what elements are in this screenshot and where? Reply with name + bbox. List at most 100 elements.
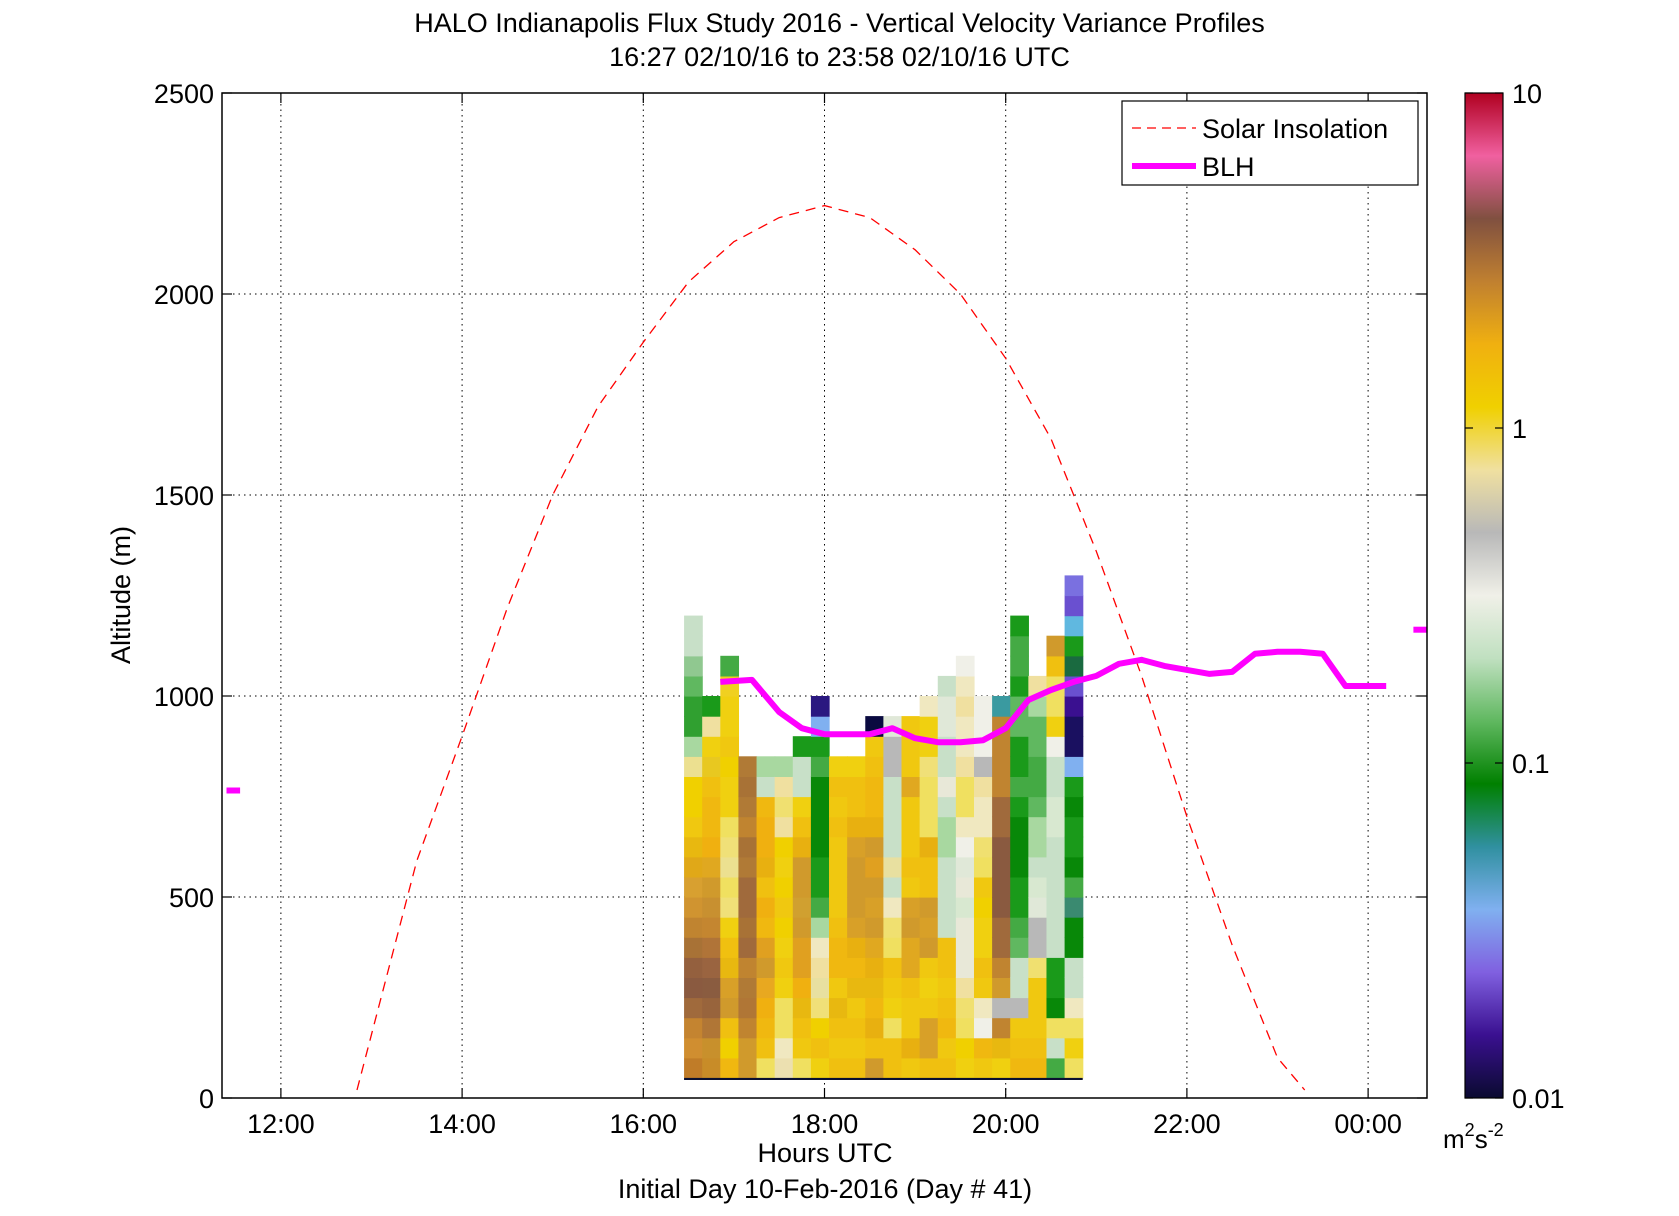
heatmap-cell: [702, 696, 721, 717]
heatmap-cell: [992, 776, 1011, 798]
heatmap-cell: [883, 977, 903, 999]
heatmap-cell: [829, 796, 848, 818]
heatmap-cell: [720, 736, 740, 757]
x-tick-label: 00:00: [1334, 1109, 1402, 1139]
heatmap-cell: [1010, 756, 1029, 777]
heatmap-cell: [829, 876, 848, 898]
heatmap-cell: [1064, 716, 1084, 737]
heatmap-cell: [1028, 977, 1048, 999]
heatmap-cell: [720, 977, 740, 999]
heatmap-cell: [847, 776, 866, 798]
heatmap-cell: [955, 796, 975, 818]
heatmap-cell: [847, 957, 866, 978]
heatmap-cell: [738, 876, 758, 898]
heatmap-cell: [847, 1017, 866, 1039]
heatmap-cell: [1010, 856, 1029, 878]
heatmap-cell: [973, 756, 993, 777]
heatmap-cell: [919, 1037, 939, 1059]
heatmap-cell: [774, 816, 794, 838]
heatmap-cell: [738, 897, 758, 918]
heatmap-cell: [1064, 836, 1084, 858]
heatmap-cell: [937, 997, 957, 1019]
heatmap-cell: [1028, 756, 1048, 777]
heatmap-cell: [738, 756, 758, 777]
heatmap-cell: [1064, 696, 1084, 717]
heatmap-cell: [792, 897, 812, 918]
heatmap-cell: [810, 977, 830, 999]
heatmap-cell: [1064, 1057, 1084, 1079]
heatmap-cell: [1028, 997, 1048, 1019]
heatmap-cell: [738, 1037, 758, 1059]
heatmap-cell: [901, 816, 921, 838]
heatmap-cell: [702, 736, 721, 757]
heatmap-cell: [810, 1057, 830, 1079]
heatmap-cell: [865, 1037, 884, 1059]
heatmap-cell: [756, 816, 776, 838]
heatmap-cell: [684, 876, 703, 898]
heatmap-cell: [937, 977, 957, 999]
heatmap-cell: [702, 917, 721, 938]
chart-subtitle: 16:27 02/10/16 to 23:58 02/10/16 UTC: [609, 42, 1070, 72]
heatmap-cell: [702, 1057, 721, 1079]
heatmap-cell: [792, 917, 812, 938]
heatmap-cell: [1028, 1037, 1048, 1059]
heatmap-cell: [1046, 796, 1066, 818]
colorbar-tick-label: 10: [1512, 79, 1542, 109]
heatmap-cell: [955, 977, 975, 999]
heatmap-cell: [992, 997, 1011, 1019]
heatmap-cell: [1064, 977, 1084, 999]
x-tick-label: 20:00: [972, 1109, 1040, 1139]
heatmap-cell: [1010, 635, 1029, 657]
heatmap-cell: [1046, 776, 1066, 798]
heatmap-cell: [847, 917, 866, 938]
heatmap-cell: [1010, 836, 1029, 858]
heatmap-cell: [792, 997, 812, 1019]
heatmap-cell: [865, 856, 884, 878]
heatmap-cell: [1010, 957, 1029, 978]
heatmap-cell: [792, 876, 812, 898]
heatmap-cell: [1028, 957, 1048, 978]
heatmap-cell: [774, 796, 794, 818]
heatmap-cell: [792, 977, 812, 999]
heatmap-cell: [792, 856, 812, 878]
heatmap-cell: [955, 836, 975, 858]
heatmap-cell: [792, 736, 812, 757]
heatmap-cell: [992, 937, 1011, 958]
heatmap-cell: [720, 897, 740, 918]
heatmap-cell: [829, 1037, 848, 1059]
heatmap-cell: [919, 997, 939, 1019]
heatmap-cell: [720, 756, 740, 777]
heatmap-cell: [810, 876, 830, 898]
heatmap-cell: [684, 957, 703, 978]
heatmap-cell: [774, 836, 794, 858]
heatmap-cell: [720, 957, 740, 978]
heatmap-cell: [756, 876, 776, 898]
axis-ticks: 12:00 14:00 16:00 18:00 20:00 22:00 00:00 0 500 1…: [154, 79, 1427, 1139]
heatmap-cell: [919, 876, 939, 898]
heatmap-cell: [973, 776, 993, 798]
heatmap-cell: [883, 836, 903, 858]
heatmap-cell: [756, 1057, 776, 1079]
heatmap-cell: [810, 756, 830, 777]
heatmap-cell: [955, 937, 975, 958]
heatmap-cell: [792, 1057, 812, 1079]
heatmap-cell: [720, 796, 740, 818]
heatmap-cell: [1064, 595, 1084, 617]
legend: Solar Insolation BLH: [1121, 100, 1419, 186]
heatmap-cell: [973, 1037, 993, 1059]
heatmap-cell: [973, 897, 993, 918]
heatmap-cell: [919, 1057, 939, 1079]
heatmap-cell: [702, 937, 721, 958]
heatmap-cell: [937, 957, 957, 978]
heatmap-cell: [919, 977, 939, 999]
heatmap-cell: [847, 836, 866, 858]
heatmap-cell: [684, 675, 703, 697]
legend-box: [1121, 100, 1419, 186]
colorbar-tick-label: 1: [1512, 414, 1527, 444]
heatmap-cell: [738, 836, 758, 858]
heatmap-cell: [720, 856, 740, 878]
heatmap-cell: [1046, 937, 1066, 958]
heatmap-cell: [883, 756, 903, 777]
heatmap-cell: [901, 1017, 921, 1039]
